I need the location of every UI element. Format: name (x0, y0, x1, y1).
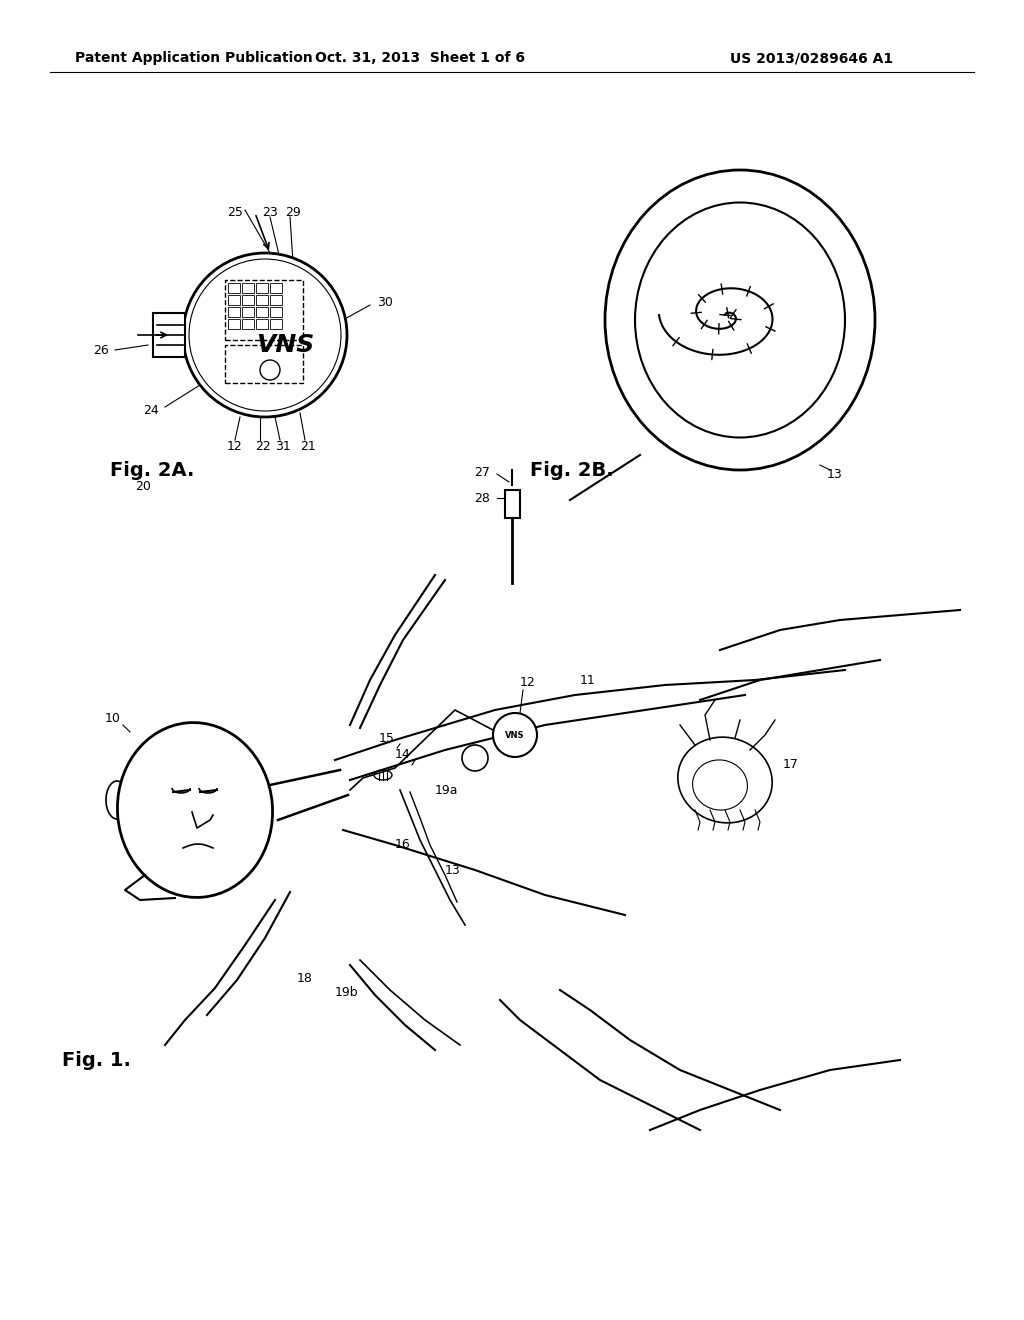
Bar (225, 280, 303, 341)
Bar (256, 308, 268, 317)
Text: 17: 17 (783, 759, 799, 771)
Text: VNS: VNS (256, 333, 314, 356)
Text: 19b: 19b (335, 986, 358, 998)
Text: 28: 28 (474, 491, 490, 504)
Text: 21: 21 (300, 441, 315, 454)
Text: US 2013/0289646 A1: US 2013/0289646 A1 (730, 51, 893, 65)
Text: Oct. 31, 2013  Sheet 1 of 6: Oct. 31, 2013 Sheet 1 of 6 (315, 51, 525, 65)
Text: Fig. 2B.: Fig. 2B. (530, 461, 613, 479)
Text: Fig. 1.: Fig. 1. (62, 1051, 131, 1069)
Ellipse shape (106, 781, 128, 818)
Bar (228, 294, 240, 305)
Text: 19a: 19a (435, 784, 459, 796)
Ellipse shape (635, 202, 845, 437)
Circle shape (493, 713, 537, 756)
Bar (270, 282, 282, 293)
Text: 16: 16 (394, 838, 410, 851)
Bar (242, 308, 254, 317)
Text: 14: 14 (394, 748, 410, 762)
Text: 18: 18 (297, 972, 313, 985)
Ellipse shape (605, 170, 874, 470)
Text: 31: 31 (275, 441, 291, 454)
Bar (242, 294, 254, 305)
Bar (256, 282, 268, 293)
Text: Fig. 2A.: Fig. 2A. (110, 461, 195, 479)
Text: 13: 13 (827, 469, 843, 482)
Bar (256, 294, 268, 305)
Text: Patent Application Publication: Patent Application Publication (75, 51, 312, 65)
Bar (228, 308, 240, 317)
Text: 22: 22 (255, 441, 271, 454)
Text: 27: 27 (474, 466, 490, 479)
Bar (225, 345, 303, 383)
Text: 12: 12 (227, 441, 243, 454)
Text: 23: 23 (262, 206, 278, 219)
Text: 24: 24 (143, 404, 159, 417)
Text: 15: 15 (379, 731, 395, 744)
Bar (228, 319, 240, 329)
Text: 14: 14 (770, 388, 785, 401)
Text: 11: 11 (580, 673, 596, 686)
Text: VNS: VNS (505, 730, 524, 739)
Bar (505, 490, 520, 517)
Text: 26: 26 (93, 345, 109, 358)
Text: 12: 12 (520, 676, 536, 689)
Text: 20: 20 (135, 480, 151, 494)
Text: 13: 13 (444, 863, 460, 876)
Ellipse shape (118, 722, 272, 898)
Bar (256, 319, 268, 329)
Bar (270, 294, 282, 305)
Bar (242, 319, 254, 329)
Circle shape (183, 253, 347, 417)
Text: 29: 29 (285, 206, 301, 219)
Text: 10: 10 (105, 711, 121, 725)
Circle shape (462, 744, 488, 771)
Bar (270, 319, 282, 329)
Bar (153, 313, 185, 356)
Bar (242, 282, 254, 293)
Bar (228, 282, 240, 293)
Bar (270, 308, 282, 317)
Text: 30: 30 (377, 297, 393, 309)
Text: 25: 25 (227, 206, 243, 219)
